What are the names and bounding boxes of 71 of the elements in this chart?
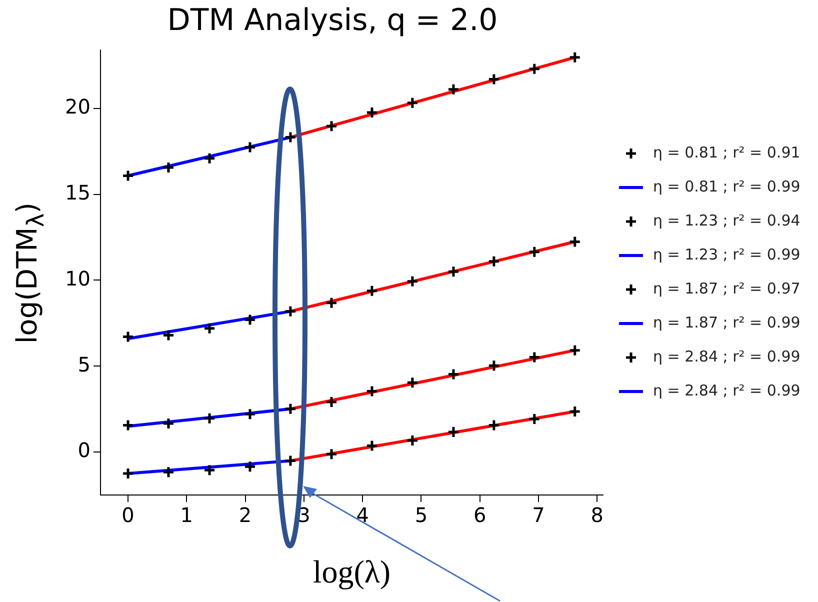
point — [568, 235, 582, 248]
x-tick-label: 2 — [238, 503, 252, 528]
point — [366, 106, 378, 119]
point — [488, 418, 500, 432]
x-tick-label: 1 — [180, 503, 194, 528]
x-axis-title: log(λ) — [312, 554, 391, 590]
legend-label: η = 2.84 ; r² = 0.99 — [653, 347, 800, 366]
legend-label: η = 1.23 ; r² = 0.94 — [653, 211, 800, 230]
point — [162, 466, 175, 478]
point — [162, 328, 175, 342]
point — [325, 396, 338, 408]
y-tick-label: 20 — [64, 94, 90, 119]
point — [568, 51, 582, 64]
x-tick-label: 4 — [356, 503, 369, 528]
x-tick-label: 7 — [532, 503, 545, 528]
point — [122, 467, 134, 480]
x-tick-label: 0 — [122, 503, 134, 528]
point — [488, 255, 500, 268]
legend-label: η = 0.81 ; r² = 0.91 — [653, 143, 800, 162]
point — [447, 368, 460, 380]
point — [162, 417, 175, 430]
point — [203, 412, 216, 425]
x-tick-label: 5 — [414, 503, 428, 528]
point — [406, 376, 419, 389]
point — [284, 402, 297, 416]
point — [203, 322, 216, 335]
y-tick-label: 15 — [64, 180, 90, 205]
point — [528, 350, 541, 364]
point — [447, 265, 460, 278]
point — [406, 434, 419, 447]
point — [406, 275, 419, 288]
point — [244, 408, 256, 420]
legend-label: η = 0.81 ; r² = 0.99 — [653, 177, 800, 196]
y-tick-label: 5 — [78, 352, 90, 376]
y-tick-label: 0 — [78, 438, 90, 462]
x-tick-label: 8 — [590, 503, 604, 528]
point — [366, 439, 378, 452]
point — [203, 152, 216, 165]
point — [162, 161, 175, 174]
y-tick-label: 10 — [64, 266, 90, 290]
point — [284, 305, 297, 318]
point — [325, 120, 338, 132]
point — [447, 83, 460, 96]
legend-label: η = 2.84 ; r² = 0.99 — [653, 381, 800, 400]
point — [284, 454, 297, 468]
point — [447, 426, 460, 438]
point — [488, 72, 500, 86]
chart-title: DTM Analysis, q = 2.0 — [167, 2, 498, 38]
point — [325, 448, 338, 460]
point — [366, 384, 378, 398]
point — [568, 405, 582, 418]
point — [122, 418, 134, 432]
point — [406, 96, 419, 110]
point — [284, 131, 297, 144]
point — [244, 140, 256, 154]
legend-label: η = 1.87 ; r² = 0.97 — [653, 279, 800, 298]
point — [203, 464, 216, 476]
point — [244, 460, 256, 473]
point — [366, 284, 378, 298]
point — [528, 246, 541, 258]
point — [488, 359, 500, 372]
legend-label: η = 1.87 ; r² = 0.99 — [653, 313, 800, 332]
legend-label: η = 1.23 ; r² = 0.99 — [653, 245, 800, 264]
x-tick-label: 6 — [473, 503, 486, 528]
point — [122, 330, 134, 344]
point — [325, 296, 338, 310]
point — [244, 314, 256, 326]
point — [528, 62, 541, 76]
point — [122, 170, 134, 182]
point — [528, 412, 541, 426]
point — [568, 344, 582, 357]
